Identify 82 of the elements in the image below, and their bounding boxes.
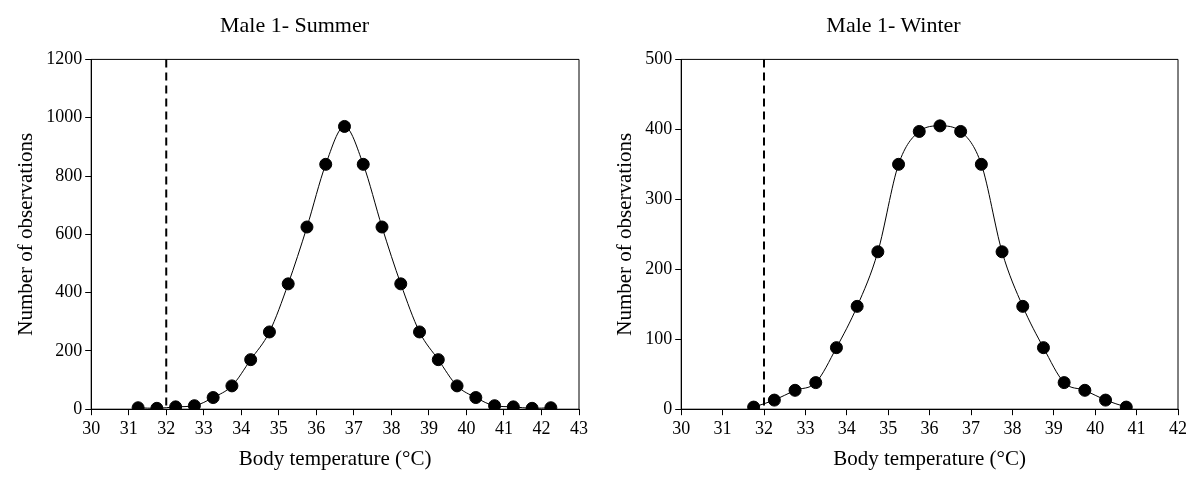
point — [1036, 341, 1050, 355]
point — [300, 220, 314, 234]
y-tick-label: 1000 — [46, 106, 83, 127]
x-tick-label: 37 — [962, 417, 980, 438]
point — [319, 157, 333, 171]
x-tick-label: 41 — [1127, 417, 1146, 438]
point — [450, 379, 464, 393]
x-tick-label: 40 — [457, 417, 476, 438]
x-tick-label: 39 — [419, 417, 438, 438]
x-tick-label: 36 — [920, 417, 939, 438]
y-tick-label: 600 — [55, 223, 83, 244]
point — [244, 353, 258, 367]
x-tick-label: 33 — [796, 417, 815, 438]
point — [469, 391, 483, 405]
x-tick-label: 34 — [837, 417, 856, 438]
point — [169, 400, 183, 410]
point — [809, 376, 823, 390]
point — [1057, 376, 1071, 390]
point — [954, 124, 968, 138]
x-tick-label: 35 — [269, 417, 288, 438]
x-tick-label: 33 — [194, 417, 213, 438]
point — [850, 299, 864, 313]
point — [337, 119, 351, 133]
point — [912, 124, 926, 138]
y-axis-title: Number of observations — [13, 132, 38, 336]
x-tick-label: 32 — [755, 417, 773, 438]
x-tick-label: 42 — [532, 417, 551, 438]
point — [1016, 299, 1030, 313]
point — [262, 325, 276, 339]
point — [974, 157, 988, 171]
point — [506, 400, 520, 410]
x-tick-label: 42 — [1169, 417, 1187, 438]
point — [394, 277, 408, 291]
x-tick-label: 39 — [1044, 417, 1063, 438]
point — [1078, 383, 1092, 397]
x-tick-label: 30 — [82, 417, 101, 438]
y-tick-label: 400 — [645, 118, 673, 139]
point — [281, 277, 295, 291]
point — [767, 393, 781, 407]
x-tick-label: 35 — [879, 417, 898, 438]
x-tick-label: 32 — [157, 417, 176, 438]
x-tick-label: 31 — [713, 417, 732, 438]
x-axis-title: Body temperature (°C) — [833, 445, 1026, 470]
point — [829, 341, 843, 355]
x-tick-label: 36 — [307, 417, 326, 438]
x-tick-label: 41 — [494, 417, 513, 438]
y-tick-label: 0 — [663, 397, 673, 418]
point — [488, 399, 502, 410]
x-axis-title: Body temperature (°C) — [238, 445, 432, 470]
point — [995, 245, 1009, 259]
x-tick-label: 38 — [382, 417, 401, 438]
y-tick-label: 800 — [55, 164, 83, 185]
point — [375, 220, 389, 234]
point — [356, 157, 370, 171]
x-tick-label: 34 — [232, 417, 251, 438]
y-tick-label: 400 — [55, 281, 83, 302]
chart-title: Male 1- Winter — [826, 11, 962, 37]
y-tick-label: 1200 — [46, 48, 83, 69]
point — [1099, 393, 1113, 407]
y-tick-label: 100 — [645, 327, 673, 348]
y-tick-label: 500 — [645, 48, 673, 69]
x-tick-label: 40 — [1086, 417, 1105, 438]
y-axis-title: Number of observations — [612, 132, 637, 336]
y-tick-label: 200 — [645, 258, 673, 279]
point — [206, 391, 220, 405]
point — [187, 399, 201, 410]
x-tick-label: 37 — [344, 417, 363, 438]
y-tick-label: 300 — [645, 188, 673, 209]
y-tick-label: 200 — [55, 339, 83, 360]
point — [413, 325, 427, 339]
x-tick-label: 38 — [1003, 417, 1022, 438]
x-tick-label: 43 — [570, 417, 588, 438]
point — [892, 157, 906, 171]
y-tick-label: 0 — [73, 397, 83, 418]
point — [933, 119, 947, 133]
point — [788, 383, 802, 397]
chart-title: Male 1- Summer — [219, 11, 370, 37]
x-tick-label: 30 — [672, 417, 691, 438]
point — [431, 353, 445, 367]
point — [871, 245, 885, 259]
point — [225, 379, 239, 393]
x-tick-label: 31 — [119, 417, 138, 438]
